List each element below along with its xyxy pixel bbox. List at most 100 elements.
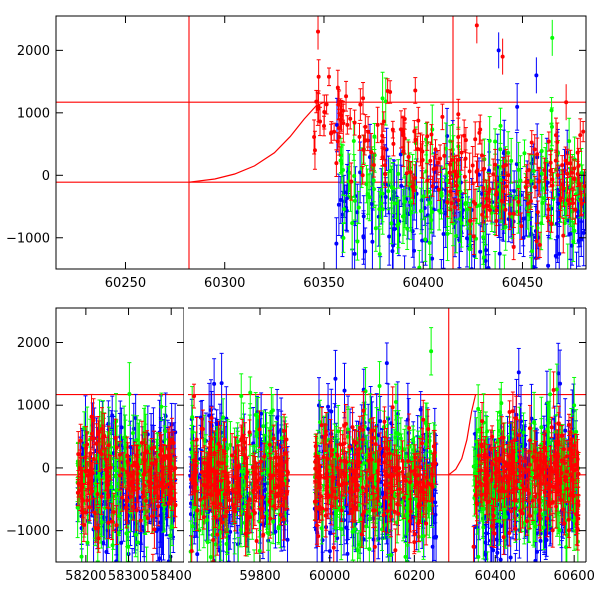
- data-point: [429, 132, 434, 137]
- data-point: [487, 168, 492, 173]
- data-point: [539, 149, 544, 154]
- data-point: [530, 249, 535, 254]
- data-point: [363, 124, 368, 129]
- plot-area: [56, 16, 586, 301]
- data-point: [109, 519, 114, 524]
- data-point: [531, 168, 536, 173]
- data-point: [481, 186, 486, 191]
- data-point: [561, 233, 566, 238]
- x-tick-label: 58300: [108, 569, 149, 584]
- data-point: [389, 221, 394, 226]
- data-point: [575, 150, 580, 155]
- data-point: [425, 178, 430, 183]
- data-point: [89, 414, 94, 419]
- data-point: [361, 235, 366, 240]
- data-point: [428, 200, 433, 205]
- x-tick-label: 60400: [403, 276, 444, 291]
- data-point: [560, 163, 565, 168]
- data-point: [572, 177, 577, 182]
- data-point: [348, 116, 353, 121]
- data-point: [410, 184, 415, 189]
- data-point: [499, 198, 504, 203]
- data-point: [579, 201, 584, 206]
- data-point: [549, 221, 554, 226]
- data-point: [396, 171, 401, 176]
- data-point: [169, 524, 174, 529]
- data-point: [511, 211, 516, 216]
- data-point: [355, 239, 360, 244]
- data-point: [358, 102, 363, 107]
- data-point: [475, 168, 480, 173]
- data-point: [147, 484, 152, 489]
- data-point: [223, 584, 227, 588]
- data-point: [87, 505, 92, 510]
- data-point: [438, 156, 443, 161]
- data-point: [518, 178, 523, 183]
- x-tick-label: 60450: [502, 276, 543, 291]
- data-point: [426, 189, 431, 194]
- data-point: [467, 169, 472, 174]
- data-point: [135, 540, 140, 545]
- data-point: [486, 266, 491, 269]
- data-point: [442, 153, 447, 158]
- data-point: [479, 153, 484, 158]
- data-point: [135, 438, 140, 443]
- data-point: [82, 426, 87, 431]
- data-point: [93, 526, 98, 531]
- data-point: [575, 171, 580, 176]
- outlier-point: [316, 29, 321, 34]
- data-point: [497, 251, 502, 256]
- data-point: [581, 230, 586, 235]
- data-point: [410, 229, 415, 234]
- data-point: [572, 166, 577, 171]
- data-point: [445, 200, 450, 205]
- data-point: [546, 263, 551, 268]
- y-tick-label: 1000: [17, 106, 50, 121]
- data-point: [259, 411, 264, 416]
- data-point: [535, 210, 540, 215]
- data-point: [76, 452, 81, 457]
- data-point: [133, 532, 138, 537]
- data-point: [378, 201, 383, 206]
- data-point: [441, 232, 446, 237]
- data-point: [568, 231, 573, 236]
- data-point: [558, 198, 563, 203]
- data-point: [352, 120, 357, 125]
- data-point: [545, 297, 549, 301]
- data-point: [549, 108, 554, 113]
- data-point: [83, 469, 88, 474]
- data-point: [516, 199, 521, 204]
- data-point: [549, 124, 554, 129]
- data-point: [318, 119, 323, 124]
- data-point: [459, 221, 464, 226]
- data-point: [312, 134, 317, 139]
- data-point: [338, 197, 343, 202]
- data-point: [563, 158, 568, 163]
- data-point: [352, 251, 357, 256]
- data-point: [420, 158, 425, 163]
- data-point: [448, 189, 453, 194]
- data-point: [430, 127, 435, 132]
- data-point: [391, 185, 396, 190]
- data-point: [152, 527, 157, 532]
- data-point: [430, 184, 435, 189]
- data-point: [118, 473, 123, 478]
- data-point: [567, 201, 572, 206]
- data-point: [408, 170, 413, 175]
- data-point: [338, 117, 343, 122]
- x-tick-label: 60350: [303, 276, 344, 291]
- data-point: [434, 166, 439, 171]
- data-point: [334, 123, 339, 128]
- data-point: [548, 168, 553, 173]
- data-point: [525, 201, 530, 206]
- data-point: [381, 119, 386, 124]
- data-point: [383, 194, 388, 199]
- data-point: [140, 490, 145, 495]
- data-point: [370, 239, 375, 244]
- data-point: [120, 467, 125, 472]
- data-point: [562, 221, 567, 226]
- data-point: [95, 492, 100, 497]
- data-point: [160, 515, 165, 520]
- data-point: [489, 204, 494, 209]
- data-point: [322, 110, 327, 115]
